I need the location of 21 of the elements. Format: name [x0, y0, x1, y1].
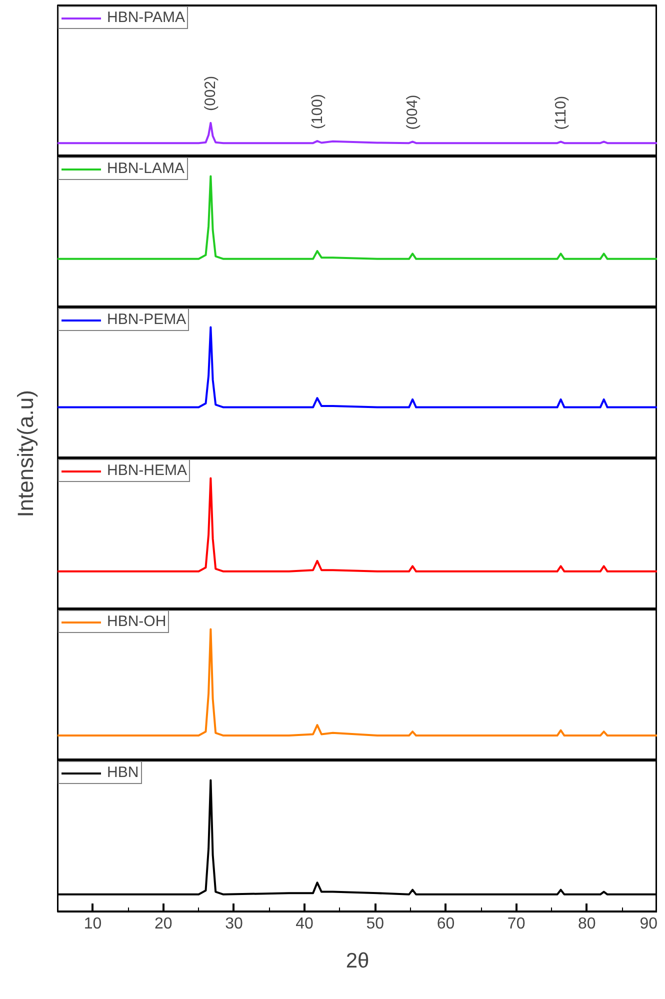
x-tick-label: 70 — [507, 916, 526, 932]
x-tick-label: 30 — [225, 916, 243, 932]
annotation: (100) — [308, 94, 326, 130]
x-tick-label: 40 — [296, 916, 314, 932]
annotation: (110) — [552, 96, 570, 130]
legend-label: HBN — [107, 764, 139, 781]
x-tick-label: 50 — [366, 916, 384, 932]
legend-label: HBN-HEMA — [107, 462, 188, 479]
x-axis-title: 2θ — [346, 950, 370, 972]
x-tick-label: 90 — [640, 916, 658, 932]
y-axis-title: Intensity(a.u) — [12, 390, 38, 518]
annotation: (002) — [202, 76, 220, 111]
x-tick-label: 20 — [154, 916, 172, 932]
legend-label: HBN-OH — [107, 613, 166, 630]
legend-label: HBN-PAMA — [107, 9, 186, 26]
x-tick-label: 60 — [436, 916, 455, 932]
x-tick-label: 80 — [578, 916, 596, 932]
x-tick-label: 10 — [84, 916, 102, 932]
legend-label: HBN-PEMA — [107, 311, 186, 328]
legend-label: HBN-LAMA — [107, 160, 185, 177]
annotation: (004) — [404, 94, 422, 130]
